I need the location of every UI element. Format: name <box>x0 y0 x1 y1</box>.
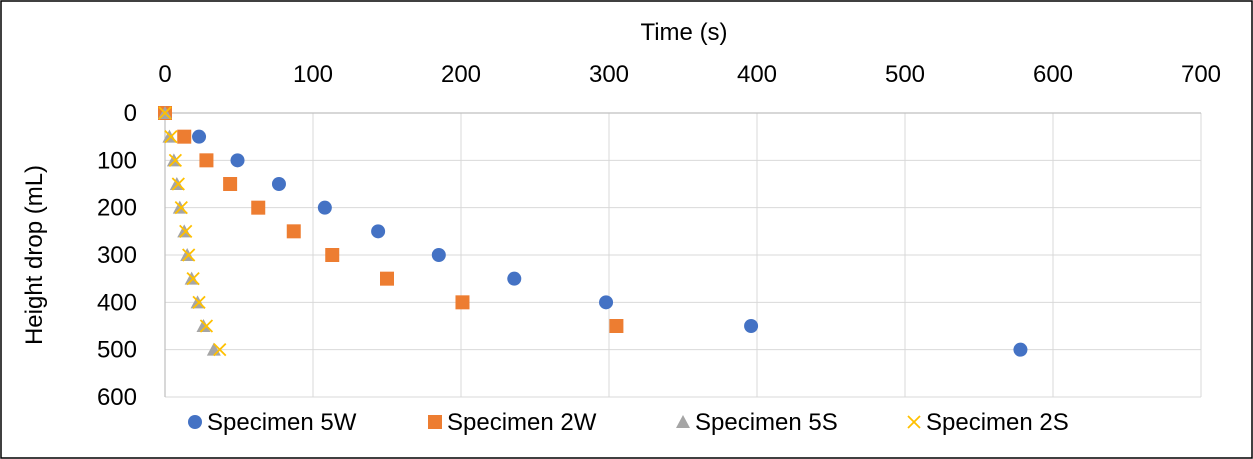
y-tick-label: 500 <box>97 337 137 364</box>
data-point <box>171 177 185 191</box>
x-axis-title: Time (s) <box>640 19 727 46</box>
data-point <box>223 177 238 191</box>
data-point <box>158 106 172 120</box>
data-point <box>325 248 340 262</box>
tick-labels: 0 100 200 300 400 500 600 700 0 100 200 300 400 500 60… <box>97 61 1221 411</box>
y-tick-label: 600 <box>97 384 137 411</box>
data-point <box>164 130 178 144</box>
y-tick-label: 0 <box>124 100 137 127</box>
x-tick-label: 100 <box>293 61 333 88</box>
x-marker-stroke <box>174 201 188 215</box>
x-marker-stroke <box>199 319 214 333</box>
legend-label: Specimen 5S <box>695 409 838 436</box>
data-point <box>192 129 207 144</box>
legend-marker <box>188 415 202 429</box>
legend-item: Specimen 5S <box>676 409 838 436</box>
data-point <box>317 200 332 215</box>
x-tick-label: 0 <box>158 61 171 88</box>
legend-item: Specimen 5W <box>188 409 357 436</box>
data-point <box>251 200 266 215</box>
data-point <box>177 129 192 144</box>
legend-label: Specimen 2S <box>926 409 1069 436</box>
data-point <box>168 153 182 167</box>
data-point <box>1013 342 1028 357</box>
legend-item: Specimen 2S <box>907 409 1069 436</box>
data-point <box>455 295 470 310</box>
data-point <box>186 272 200 286</box>
y-tick-label: 400 <box>97 289 137 316</box>
x-marker-stroke <box>164 130 178 144</box>
data-point <box>230 153 245 168</box>
y-tick-label: 200 <box>97 195 137 222</box>
x-marker-stroke <box>192 295 206 309</box>
data-point <box>744 319 759 333</box>
legend-label: Specimen 2W <box>447 409 597 436</box>
x-marker-stroke <box>213 343 227 357</box>
data-point <box>286 224 301 239</box>
legend-marker <box>907 415 921 429</box>
series-specimen-2w <box>158 106 624 333</box>
legend-label: Specimen 5W <box>207 409 357 436</box>
data-point <box>196 319 211 332</box>
x-marker-stroke <box>179 224 193 238</box>
data-point <box>507 271 522 286</box>
x-marker-stroke <box>168 153 182 167</box>
legend-item: Specimen 2W <box>428 409 597 436</box>
data-point <box>199 319 214 333</box>
y-tick-label: 100 <box>97 147 137 174</box>
x-tick-label: 700 <box>1181 61 1221 88</box>
x-tick-label: 300 <box>589 61 629 88</box>
data-point <box>599 295 614 310</box>
data-point <box>431 248 446 262</box>
series-specimen-5w <box>158 106 1028 357</box>
data-point <box>182 248 196 262</box>
x-marker-stroke <box>186 272 200 286</box>
data-point <box>609 319 624 333</box>
x-tick-label: 400 <box>737 61 777 88</box>
data-point <box>271 177 286 191</box>
x-marker-stroke <box>182 248 196 262</box>
x-tick-label: 200 <box>441 61 481 88</box>
data-point <box>174 201 188 215</box>
data-point <box>371 224 386 239</box>
data-point <box>380 271 394 286</box>
x-marker-stroke <box>907 415 921 429</box>
x-marker-stroke <box>171 177 185 191</box>
data-point <box>192 295 206 309</box>
y-tick-label: 300 <box>97 242 137 269</box>
data-point <box>199 153 214 168</box>
data-series <box>158 106 1028 357</box>
y-axis-title: Height drop (mL) <box>21 165 48 345</box>
legend-marker <box>676 415 690 428</box>
axes <box>164 112 1201 397</box>
x-tick-label: 500 <box>885 61 925 88</box>
data-point <box>179 224 193 238</box>
series-specimen-2s <box>158 106 227 357</box>
x-tick-label: 600 <box>1033 61 1073 88</box>
data-point <box>213 343 227 357</box>
legend-marker <box>428 415 442 429</box>
legend: Specimen 5W Specimen 2W Specimen 5S Specime… <box>188 409 1069 436</box>
x-marker-stroke <box>158 106 172 120</box>
